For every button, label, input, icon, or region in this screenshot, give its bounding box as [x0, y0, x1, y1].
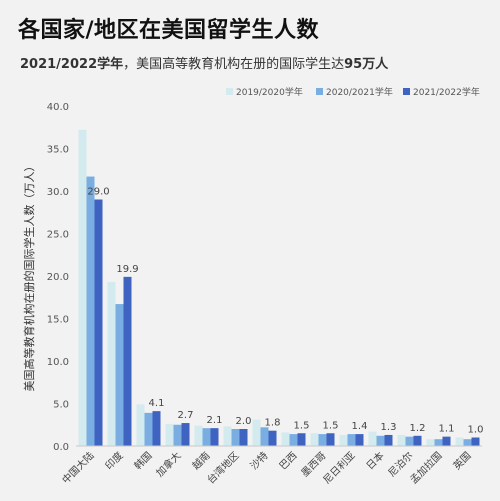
y-axis-label: 美国高等教育机构在册的国际学生人数（万人）	[22, 161, 36, 392]
bar	[94, 199, 103, 446]
x-tick-label: 韩国	[131, 449, 154, 472]
x-tick-label: 英国	[450, 449, 473, 472]
data-label: 2.0	[236, 416, 252, 427]
x-tick-label: 中国大陆	[59, 449, 96, 486]
bar	[463, 439, 472, 446]
bar	[339, 434, 348, 446]
bar	[368, 431, 377, 446]
data-label: 19.9	[116, 264, 138, 275]
legend-swatch	[226, 88, 233, 95]
subtitle-total: 95万人	[344, 57, 389, 72]
bar	[239, 429, 248, 446]
x-tick-label: 沙特	[248, 450, 271, 473]
bar	[173, 424, 182, 446]
bar	[413, 435, 422, 446]
data-label: 1.5	[294, 420, 310, 431]
y-tick-label: 5.0	[53, 400, 69, 411]
x-tick-label: 尼日利亚	[321, 450, 358, 487]
bar	[231, 429, 240, 446]
bar	[426, 439, 435, 446]
bar	[376, 435, 385, 446]
x-tick-label: 加拿大	[153, 449, 183, 479]
x-tick-label: 越南	[189, 449, 212, 472]
bar	[144, 412, 153, 446]
data-label: 1.2	[410, 423, 426, 434]
y-tick-label: 10.0	[47, 357, 69, 368]
bar	[442, 436, 451, 446]
data-label: 1.8	[265, 418, 281, 429]
y-tick-label: 15.0	[47, 315, 69, 326]
data-label: 1.3	[381, 422, 397, 433]
legend-swatch	[403, 88, 410, 95]
bar	[289, 434, 298, 446]
bar	[210, 428, 219, 446]
y-tick-label: 40.0	[47, 102, 69, 113]
subtitle-year: 2021/2022学年	[20, 57, 124, 72]
bar	[115, 304, 124, 446]
data-label: 1.0	[468, 425, 484, 436]
y-tick-label: 20.0	[47, 272, 69, 283]
data-label: 1.4	[352, 421, 368, 432]
bar	[297, 433, 306, 446]
legend-entry: 2020/2021学年	[326, 86, 393, 98]
y-axis: 0.0 5.0 10.0 15.0 20.0 25.0 30.0 35.0 40.0	[47, 102, 69, 453]
x-tick-label: 巴西	[277, 450, 300, 473]
data-label: 29.0	[87, 187, 109, 198]
bar	[123, 276, 132, 446]
bar	[223, 426, 232, 446]
y-tick-label: 30.0	[47, 187, 69, 198]
bar	[318, 434, 327, 446]
bar	[202, 428, 211, 446]
bar	[347, 434, 356, 446]
bar	[405, 436, 414, 446]
bar	[326, 433, 335, 446]
bar	[455, 437, 464, 446]
bar	[310, 433, 319, 446]
bar	[152, 411, 161, 446]
bar	[434, 439, 443, 446]
bar	[78, 129, 87, 447]
subtitle-text: ，美国高等教育机构在册的国际学生达	[123, 57, 345, 72]
page-subtitle: 2021/2022学年，美国高等教育机构在册的国际学生达95万人	[20, 53, 388, 72]
bar	[107, 281, 116, 446]
y-tick-label: 35.0	[47, 145, 69, 156]
bar	[281, 432, 290, 446]
data-label: 1.1	[439, 424, 455, 435]
bar	[165, 423, 174, 446]
legend-entry: 2019/2020学年	[236, 86, 303, 98]
data-label: 2.1	[207, 415, 223, 426]
bar	[355, 434, 364, 446]
x-tick-label: 印度	[102, 449, 125, 472]
bar-series	[78, 129, 480, 447]
page-title: 各国家/地区在美国留学生人数	[18, 18, 320, 43]
data-label: 1.5	[323, 420, 339, 431]
legend-swatch	[316, 88, 323, 95]
x-tick-label: 台湾地区	[204, 449, 241, 486]
data-label: 2.7	[178, 410, 194, 421]
bar	[471, 437, 480, 446]
legend-entry: 2021/2022学年	[413, 86, 480, 98]
bar	[260, 427, 269, 446]
data-labels: 29.0 19.9 4.1 2.7 2.1 2.0 1.8 1.5 1.5 1.4 1.3 1.2 1.…	[87, 187, 483, 436]
x-tick-label: 日本	[363, 449, 386, 472]
bar	[252, 419, 261, 446]
bar	[86, 176, 95, 447]
bar	[136, 404, 145, 446]
bar	[384, 434, 393, 446]
chart-legend: 2019/2020学年 2020/2021学年 2021/2022学年	[226, 86, 480, 98]
bar	[181, 423, 190, 446]
y-tick-label: 0.0	[53, 442, 69, 453]
data-label: 4.1	[149, 398, 165, 409]
bar	[194, 425, 203, 446]
y-tick-label: 25.0	[47, 230, 69, 241]
x-tick-label: 孟加拉国	[407, 449, 444, 486]
bar	[268, 430, 277, 446]
bar	[397, 434, 406, 446]
